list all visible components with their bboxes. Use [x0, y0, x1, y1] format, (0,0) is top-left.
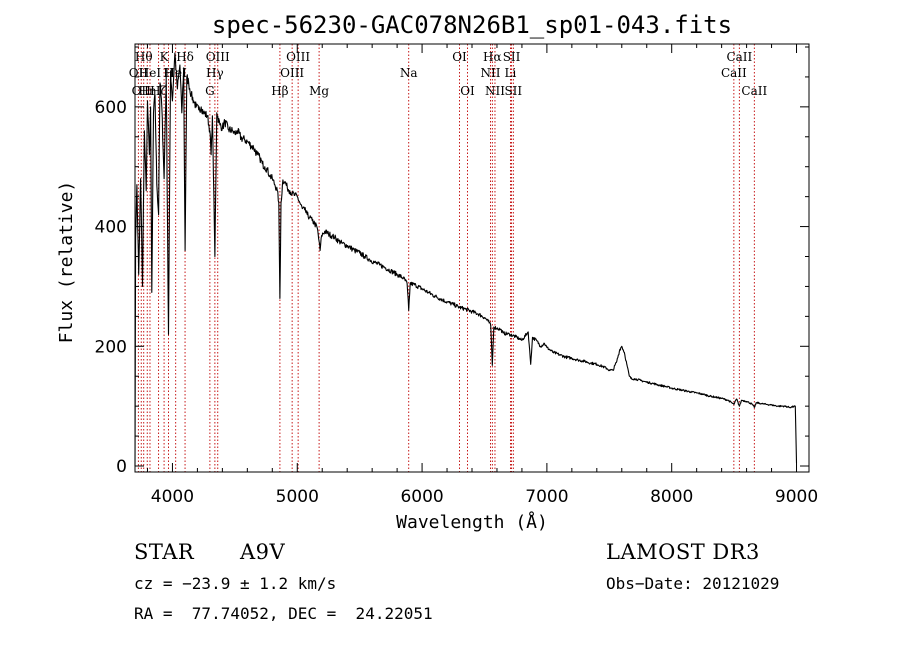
x-tick-label-4: 8000: [650, 487, 693, 507]
y-tick-label-1: 200: [95, 337, 127, 357]
line-label-3: Hη: [138, 84, 156, 98]
line-label-15: OIII: [286, 50, 310, 64]
observation-date: Obs−Date: 20121029: [606, 574, 780, 593]
x-axis-label: Wavelength (Å): [396, 511, 548, 533]
line-label-23: Li: [505, 66, 517, 80]
spectrum-curve: [134, 52, 798, 467]
x-tick-label-5: 9000: [775, 487, 818, 507]
object-class: STAR: [134, 540, 195, 564]
line-label-14: OIII: [280, 66, 304, 80]
line-label-12: OIII: [206, 50, 230, 64]
redshift-text: cz = −23.9 ± 1.2 km/s: [134, 574, 337, 593]
line-label-24: SII: [503, 50, 521, 64]
line-label-5: Hζ: [150, 84, 167, 98]
x-axis-ticks: 4000 5000 6000 7000 8000 9000: [146, 44, 818, 507]
line-label-11: Hγ: [206, 66, 224, 80]
line-label-22: NII: [485, 84, 505, 98]
plot-frame: [134, 43, 810, 473]
line-label-1: OII: [132, 84, 152, 98]
survey-name: LAMOST DR3: [606, 540, 760, 564]
line-label-25: SII: [504, 84, 522, 98]
chart-title: spec-56230-GAC078N26B1_sp01-043.fits: [212, 11, 732, 39]
line-label-28: CaII: [741, 84, 767, 98]
line-label-19: OI: [460, 84, 475, 98]
object-subclass: A9V: [240, 540, 286, 564]
y-axis-label: Flux (relative): [56, 181, 77, 344]
x-tick-label-3: 7000: [525, 487, 568, 507]
x-tick-label-0: 4000: [151, 487, 194, 507]
x-tick-label-2: 6000: [400, 487, 443, 507]
line-label-20: NII: [480, 66, 500, 80]
line-label-27: CaII: [726, 50, 752, 64]
line-label-2: Hθ: [135, 50, 153, 64]
line-label-26: CaII: [721, 66, 747, 80]
spectral-line-labels: OIIOIIHθHηHeIHζKHHeIHδGHγOIIIHβOIIIOIIIM…: [129, 50, 768, 98]
coordinates-text: RA = 77.74052, DEC = 24.22051: [134, 604, 433, 623]
line-label-18: OI: [452, 50, 467, 64]
line-label-21: Hα: [483, 50, 502, 64]
line-label-4: HeI: [139, 66, 162, 80]
line-label-9: Hδ: [176, 50, 194, 64]
line-label-10: G: [205, 84, 215, 98]
line-label-16: Mg: [309, 84, 329, 98]
spectral-line-markers: [137, 44, 755, 472]
y-tick-label-3: 600: [95, 98, 127, 118]
y-tick-label-2: 400: [95, 218, 127, 238]
line-label-0: OII: [129, 66, 149, 80]
line-label-6: K: [160, 50, 170, 64]
y-axis-ticks: 0 200 400 600: [95, 46, 809, 477]
line-label-7: H: [163, 66, 173, 80]
line-label-13: Hβ: [271, 84, 288, 98]
y-tick-label-0: 0: [116, 457, 127, 477]
line-label-17: Na: [400, 66, 418, 80]
x-tick-label-1: 5000: [276, 487, 319, 507]
